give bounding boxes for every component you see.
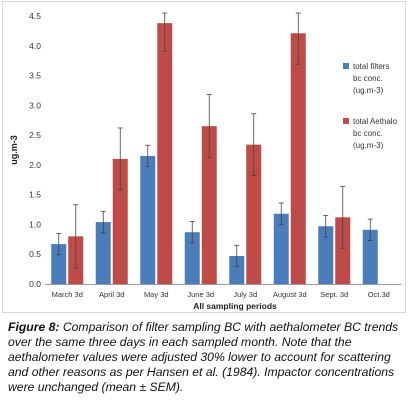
bar-series1: [318, 226, 334, 284]
x-tick-label: August 3d: [273, 290, 307, 299]
bar-series1: [362, 229, 378, 284]
legend-label-series2: total Aethalo: [353, 117, 398, 126]
y-tick-label: 1.5: [29, 190, 41, 200]
caption-label: Figure 8:: [8, 320, 60, 334]
bar-series1: [273, 213, 289, 284]
x-tick-label: April 3d: [99, 290, 124, 299]
bar-series2: [246, 144, 262, 284]
x-tick-label: May 3d: [144, 290, 169, 299]
legend-label-series1: total filters: [353, 62, 389, 71]
bar-series2: [290, 33, 306, 284]
bar-series1: [95, 222, 111, 284]
y-tick-label: 3.5: [29, 71, 41, 81]
caption-text: Comparison of filter sampling BC with ae…: [8, 320, 399, 394]
legend-label-series2: (ug.m-3): [353, 141, 384, 150]
bar-series1: [51, 244, 67, 284]
x-tick-label: July 3d: [233, 290, 257, 299]
legend-swatch-series2: [343, 118, 349, 124]
x-tick-label: Sept. 3d: [320, 290, 348, 299]
x-tick-label: June 3d: [187, 290, 214, 299]
bar-series2: [157, 23, 173, 284]
y-tick-label: 0.0: [29, 279, 41, 289]
bar-series2: [112, 158, 128, 284]
y-tick-label: 1.0: [29, 219, 41, 229]
bar-series2: [201, 126, 217, 284]
legend-label-series2: bc conc.: [353, 129, 383, 138]
y-tick-label: 4.5: [29, 11, 41, 21]
y-axis-label: ug.m-3: [9, 135, 19, 165]
bar-chart: 0.0 0.5 1.0 1.5 2.0 2.5 3.0 3.5 4.0 4.5 ug.m-3 Marc…: [9, 11, 401, 311]
y-tick-label: 2.0: [29, 160, 41, 170]
bar-series1: [184, 232, 200, 284]
bar-series2: [335, 217, 351, 284]
y-tick-label: 4.0: [29, 41, 41, 51]
y-tick-label: 2.5: [29, 130, 41, 140]
y-tick-label: 0.5: [29, 249, 41, 259]
figure-caption: Figure 8: Comparison of filter sampling …: [8, 320, 406, 395]
x-tick-label: March 3d: [52, 290, 83, 299]
y-tick-label: 3.0: [29, 100, 41, 110]
x-axis-label: All sampling periods: [193, 301, 277, 311]
legend-label-series1: bc conc.: [353, 74, 383, 83]
chart-frame: 0.0 0.5 1.0 1.5 2.0 2.5 3.0 3.5 4.0 4.5 ug.m-3 Marc…: [2, 1, 406, 313]
bar-series1: [140, 155, 156, 284]
legend-swatch-series1: [343, 63, 349, 69]
legend-label-series1: (ug.m-3): [353, 86, 384, 95]
x-tick-label: Oct.3d: [368, 290, 390, 299]
bar-series1: [229, 256, 245, 284]
